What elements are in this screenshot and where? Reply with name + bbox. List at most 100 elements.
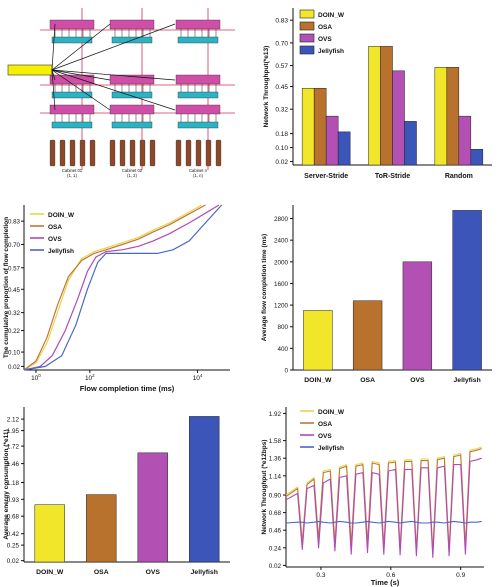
bar bbox=[34, 504, 65, 563]
server-rack bbox=[215, 139, 222, 167]
y-tick-label: 0.45 bbox=[8, 287, 21, 294]
y-tick-label: 0.22 bbox=[8, 328, 21, 335]
x-category-label: Jellyfish bbox=[454, 377, 481, 384]
cabinet-label: Cabinet n bbox=[189, 168, 208, 173]
server-rack bbox=[109, 139, 116, 167]
y-tick-label: 0.02 bbox=[8, 364, 21, 371]
optical-switch bbox=[109, 74, 155, 85]
legend-label: OSA bbox=[318, 421, 332, 428]
legend-label: OSA bbox=[318, 24, 332, 31]
tor-switch bbox=[177, 121, 219, 129]
x-category-label: Server-Stride bbox=[304, 173, 348, 180]
y-tick-label: 0.18 bbox=[275, 131, 288, 138]
server-rack bbox=[59, 139, 66, 167]
bar bbox=[402, 261, 433, 371]
x-tick-label: 104 bbox=[193, 373, 203, 382]
tor-switch bbox=[177, 36, 219, 44]
y-tick-label: 1600 bbox=[274, 281, 289, 288]
x-category-label: OSA bbox=[360, 377, 375, 384]
y-tick-label: 800 bbox=[277, 324, 288, 331]
legend-swatch bbox=[299, 21, 315, 31]
legend-label: OVS bbox=[318, 433, 332, 440]
x-category-label: OSA bbox=[94, 569, 109, 576]
chart-energy: 0.02 0.25 0.42 0.68 0.93 1.18 1.46 1.72 1.95 2.12… bbox=[3, 407, 230, 576]
bar bbox=[452, 210, 482, 371]
optical-switch bbox=[49, 104, 95, 115]
series-line bbox=[23, 204, 220, 371]
legend-label: OVS bbox=[48, 236, 62, 243]
y-tick-label: 1.14 bbox=[269, 473, 282, 480]
bar bbox=[313, 87, 327, 166]
y-tick-label: 0.57 bbox=[8, 265, 21, 272]
y-tick-label: 400 bbox=[277, 346, 288, 353]
y-tick-label: 0.83 bbox=[275, 18, 288, 25]
server-rack bbox=[119, 139, 126, 167]
server-rack bbox=[79, 139, 86, 167]
series-line bbox=[285, 457, 482, 558]
y-axis-label: Average energy consumption (*e11) bbox=[3, 429, 10, 539]
control-link bbox=[51, 69, 176, 111]
x-category-label: OVS bbox=[146, 569, 161, 576]
legend-label: OSA bbox=[48, 224, 62, 231]
tor-switch bbox=[111, 121, 153, 129]
y-tick-label: 0.90 bbox=[269, 493, 282, 500]
bar bbox=[303, 310, 333, 371]
tor-switch bbox=[51, 91, 93, 99]
x-tick-label: 100 bbox=[31, 373, 41, 382]
bar bbox=[337, 131, 351, 166]
optical-switch bbox=[109, 104, 155, 115]
x-tick-label: 0.3 bbox=[316, 572, 325, 579]
cabinet-coords: (1, 2) bbox=[127, 173, 137, 178]
bar bbox=[470, 149, 484, 166]
sdn-controller-box bbox=[7, 64, 53, 76]
y-tick-label: 0.70 bbox=[275, 40, 288, 47]
bar bbox=[392, 70, 405, 166]
y-tick-label: 0.42 bbox=[7, 531, 20, 538]
series-line bbox=[285, 520, 482, 524]
y-tick-label: 2.12 bbox=[7, 417, 20, 424]
y-tick-label: 1.92 bbox=[269, 411, 282, 418]
y-tick-label: 1.95 bbox=[7, 428, 20, 435]
legend-label: DOIN_W bbox=[318, 409, 345, 416]
y-tick-label: 0.45 bbox=[275, 84, 288, 91]
x-category-label: DOIN_W bbox=[36, 569, 64, 576]
y-axis-label: Network Throughput(*e13) bbox=[263, 46, 270, 128]
y-tick-label: 1.18 bbox=[7, 480, 20, 487]
optical-switch bbox=[175, 74, 221, 85]
legend-label: Jellyfish bbox=[48, 248, 74, 255]
cabinet-label: Cabinet 02 bbox=[122, 168, 143, 173]
y-tick-label: 0.68 bbox=[7, 514, 20, 521]
y-tick-label: 0.02 bbox=[269, 563, 282, 570]
server-rack bbox=[49, 139, 56, 167]
x-category-label: OVS bbox=[410, 377, 425, 384]
x-category-label: DOIN_W bbox=[304, 377, 332, 384]
bar bbox=[325, 115, 339, 166]
legend-label: DOIN_W bbox=[318, 12, 345, 19]
server-rack bbox=[195, 139, 202, 167]
series-line bbox=[23, 204, 203, 371]
server-rack bbox=[129, 139, 136, 167]
y-tick-label: 0.32 bbox=[8, 310, 21, 317]
y-tick-label: 0.25 bbox=[7, 543, 20, 550]
series-line bbox=[23, 204, 206, 371]
y-tick-label: 0.70 bbox=[8, 242, 21, 249]
optical-switch bbox=[175, 19, 221, 30]
legend-label: Jellyfish bbox=[318, 48, 344, 55]
y-tick-label: 0.10 bbox=[8, 350, 21, 357]
y-tick-label: 0.10 bbox=[275, 145, 288, 152]
bar bbox=[458, 115, 472, 166]
chart-throughput-patterns: 0.02 0.10 0.18 0.32 0.45 0.57 0.70 0.83 Network … bbox=[263, 8, 492, 180]
legend-label: Jellyfish bbox=[318, 445, 344, 452]
server-rack bbox=[205, 139, 212, 167]
y-tick-label: 1200 bbox=[274, 303, 289, 310]
legend-label: OVS bbox=[318, 36, 332, 43]
x-category-label: Random bbox=[445, 173, 473, 180]
server-rack bbox=[149, 139, 156, 167]
x-tick-label: 0.9 bbox=[456, 572, 465, 579]
y-tick-label: 0.68 bbox=[269, 510, 282, 517]
y-tick-label: 0.02 bbox=[7, 558, 20, 565]
y-tick-label: 0.83 bbox=[8, 219, 21, 226]
y-tick-label: 0.24 bbox=[269, 545, 282, 552]
